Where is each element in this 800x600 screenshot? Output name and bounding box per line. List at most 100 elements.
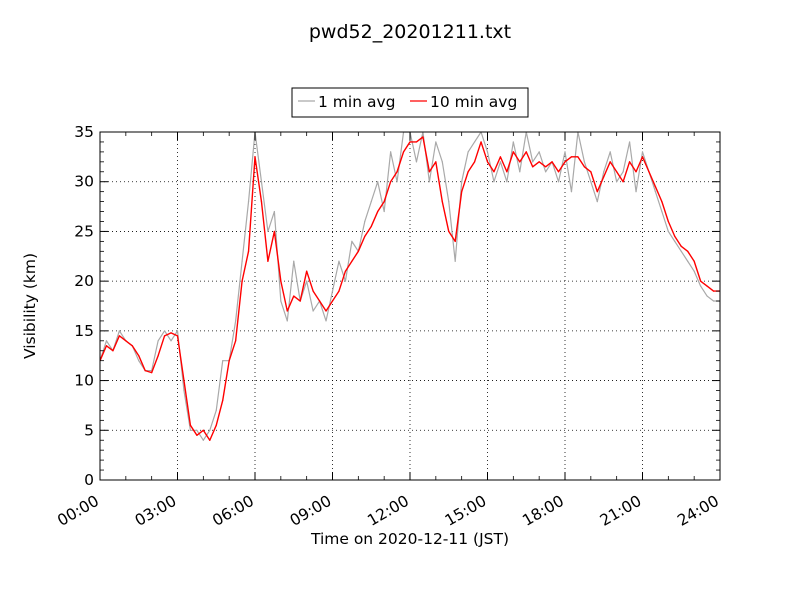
data-point-1-min-avg — [396, 181, 398, 183]
data-point-1-min-avg — [680, 250, 682, 252]
data-point-10-min-avg — [344, 270, 347, 272]
data-point-10-min-avg — [454, 240, 456, 242]
data-point-10-min-avg — [273, 230, 275, 233]
data-point-10-min-avg — [590, 171, 592, 173]
data-point-10-min-avg — [131, 345, 133, 347]
data-point-1-min-avg — [590, 181, 592, 183]
data-point-1-min-avg — [312, 310, 314, 312]
data-point-1-min-avg — [390, 151, 392, 153]
data-point-10-min-avg — [486, 161, 489, 163]
data-point-10-min-avg — [499, 156, 502, 158]
data-point-10-min-avg — [215, 424, 217, 426]
data-point-1-min-avg — [635, 191, 637, 193]
legend-label-10-min-avg: 10 min avg — [430, 93, 517, 111]
data-point-10-min-avg — [280, 280, 282, 282]
data-point-10-min-avg — [616, 171, 618, 173]
data-point-1-min-avg — [667, 230, 669, 233]
y-tick-label: 30 — [74, 173, 94, 191]
data-point-1-min-avg — [428, 181, 430, 183]
data-point-10-min-avg — [441, 201, 443, 203]
y-tick-label: 10 — [74, 372, 94, 390]
data-point-10-min-avg — [318, 300, 321, 302]
data-point-1-min-avg — [118, 330, 120, 332]
data-point-10-min-avg — [196, 434, 198, 436]
data-point-1-min-avg — [499, 161, 502, 163]
data-point-1-min-avg — [467, 151, 469, 153]
data-point-10-min-avg — [383, 201, 385, 203]
data-point-10-min-avg — [545, 166, 547, 168]
data-point-10-min-avg — [163, 335, 166, 337]
data-point-10-min-avg — [570, 156, 573, 158]
data-point-10-min-avg — [415, 141, 418, 143]
data-point-1-min-avg — [596, 201, 598, 203]
data-point-10-min-avg — [151, 372, 153, 374]
data-point-1-min-avg — [693, 270, 695, 272]
data-point-10-min-avg — [635, 171, 637, 173]
data-point-10-min-avg — [512, 151, 514, 153]
y-tick-label: 5 — [84, 421, 94, 439]
data-point-10-min-avg — [480, 141, 482, 143]
data-point-10-min-avg — [144, 370, 146, 372]
data-point-1-min-avg — [222, 360, 224, 362]
data-point-1-min-avg — [519, 171, 521, 173]
data-point-1-min-avg — [545, 171, 547, 173]
data-point-1-min-avg — [247, 201, 250, 203]
data-point-10-min-avg — [654, 186, 657, 188]
data-point-10-min-avg — [622, 181, 624, 183]
data-point-1-min-avg — [280, 300, 282, 302]
data-point-10-min-avg — [306, 270, 308, 272]
y-axis-label: Visibility (km) — [21, 253, 39, 359]
data-point-1-min-avg — [344, 280, 347, 282]
data-point-1-min-avg — [364, 220, 366, 223]
data-point-10-min-avg — [506, 171, 508, 173]
data-point-10-min-avg — [422, 136, 424, 138]
ticks — [99, 131, 721, 481]
data-point-1-min-avg — [706, 295, 708, 297]
y-tick-label: 35 — [74, 123, 94, 141]
data-point-10-min-avg — [312, 290, 314, 292]
data-point-10-min-avg — [402, 151, 405, 153]
data-point-1-min-avg — [473, 141, 476, 143]
data-point-1-min-avg — [215, 409, 217, 411]
data-point-1-min-avg — [370, 201, 372, 203]
y-tick-label: 0 — [84, 471, 94, 489]
chart-title: pwd52_20201211.txt — [309, 21, 511, 43]
data-point-1-min-avg — [628, 141, 631, 143]
x-axis-label: Time on 2020-12-11 (JST) — [310, 530, 509, 548]
data-point-10-min-avg — [461, 191, 463, 193]
data-point-10-min-avg — [286, 310, 288, 312]
data-point-1-min-avg — [700, 285, 702, 287]
data-point-1-min-avg — [163, 330, 166, 332]
data-point-1-min-avg — [273, 210, 275, 213]
data-point-10-min-avg — [641, 156, 644, 158]
data-point-1-min-avg — [260, 181, 263, 183]
data-point-10-min-avg — [628, 161, 631, 163]
data-point-10-min-avg — [170, 332, 172, 334]
data-point-10-min-avg — [532, 166, 534, 168]
data-point-10-min-avg — [525, 151, 527, 153]
data-point-10-min-avg — [189, 424, 192, 426]
data-point-1-min-avg — [583, 161, 585, 163]
data-point-1-min-avg — [377, 181, 379, 183]
data-point-1-min-avg — [293, 260, 295, 262]
data-point-10-min-avg — [247, 250, 250, 252]
data-point-10-min-avg — [661, 201, 663, 203]
data-point-10-min-avg — [667, 220, 669, 223]
data-point-1-min-avg — [170, 340, 172, 342]
data-point-10-min-avg — [538, 161, 540, 163]
y-tick-label: 25 — [74, 222, 94, 240]
data-point-10-min-avg — [473, 161, 476, 163]
data-point-1-min-avg — [415, 161, 418, 163]
data-point-10-min-avg — [105, 345, 108, 347]
data-point-10-min-avg — [299, 300, 301, 302]
data-point-1-min-avg — [338, 260, 340, 262]
data-point-1-min-avg — [461, 181, 463, 183]
data-point-10-min-avg — [112, 350, 114, 352]
data-point-10-min-avg — [648, 171, 650, 173]
data-point-1-min-avg — [235, 320, 237, 322]
data-point-10-min-avg — [209, 439, 211, 441]
data-point-1-min-avg — [202, 439, 204, 441]
data-point-10-min-avg — [293, 295, 295, 297]
data-point-10-min-avg — [222, 399, 224, 402]
